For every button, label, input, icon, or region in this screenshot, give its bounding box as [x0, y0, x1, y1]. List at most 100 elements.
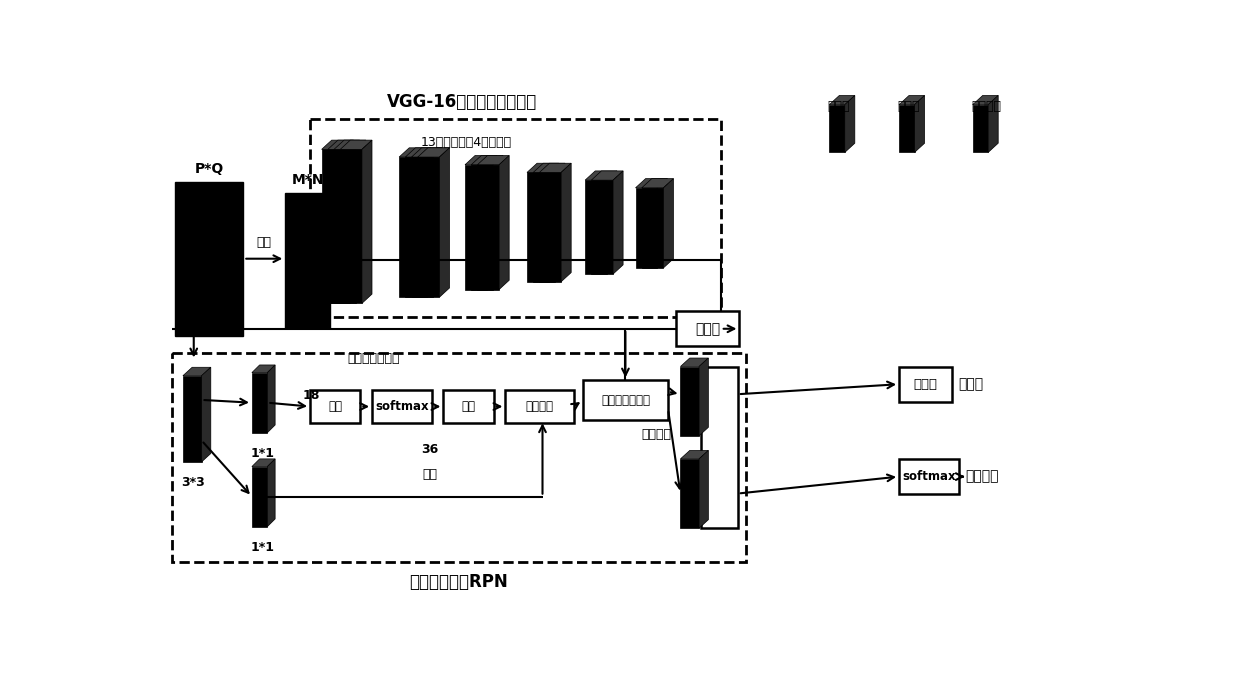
Bar [583, 380, 668, 420]
Polygon shape [412, 148, 444, 157]
Bar [372, 390, 433, 424]
Text: 判断是否是缺陷: 判断是否是缺陷 [347, 352, 399, 365]
Text: 1*1: 1*1 [250, 541, 274, 554]
Polygon shape [988, 95, 998, 152]
Polygon shape [252, 459, 275, 466]
Text: 池化层: 池化层 [898, 100, 920, 113]
Polygon shape [321, 150, 343, 303]
Bar [285, 193, 330, 328]
Polygon shape [642, 179, 673, 188]
Text: 变形: 变形 [257, 237, 272, 250]
Bar [444, 390, 494, 424]
Polygon shape [899, 105, 915, 152]
Polygon shape [477, 156, 510, 165]
Text: 区域建议: 区域建议 [526, 400, 553, 413]
Polygon shape [663, 179, 673, 268]
Polygon shape [560, 163, 572, 282]
Polygon shape [591, 171, 624, 180]
Polygon shape [699, 450, 708, 528]
Text: 类别概率: 类别概率 [966, 470, 999, 483]
Polygon shape [356, 140, 366, 303]
Polygon shape [844, 95, 854, 152]
Polygon shape [201, 367, 211, 462]
Text: 1*1: 1*1 [250, 447, 274, 460]
Polygon shape [184, 376, 201, 462]
Polygon shape [340, 150, 362, 303]
Text: 36: 36 [422, 443, 439, 456]
Polygon shape [585, 180, 606, 274]
Polygon shape [699, 358, 708, 436]
Text: 18: 18 [303, 389, 320, 403]
Polygon shape [533, 173, 556, 282]
Polygon shape [327, 150, 350, 303]
Polygon shape [486, 156, 497, 290]
Polygon shape [471, 156, 503, 165]
Polygon shape [418, 148, 449, 157]
Polygon shape [539, 173, 560, 282]
Polygon shape [556, 163, 565, 282]
Polygon shape [268, 365, 275, 432]
Polygon shape [418, 157, 439, 297]
Bar [310, 390, 361, 424]
Text: 区域建议网络RPN: 区域建议网络RPN [409, 573, 508, 591]
Polygon shape [471, 165, 494, 290]
Polygon shape [681, 367, 699, 436]
Polygon shape [591, 180, 613, 274]
Text: 预测框: 预测框 [914, 377, 937, 391]
Polygon shape [334, 150, 356, 303]
Text: 3*3: 3*3 [181, 476, 205, 489]
Bar [676, 311, 739, 347]
Bar [506, 390, 573, 424]
Bar [899, 459, 960, 494]
Polygon shape [635, 179, 667, 188]
Polygon shape [498, 156, 510, 290]
Polygon shape [427, 148, 438, 297]
Text: 变形: 变形 [329, 400, 342, 413]
Text: 卷积层: 卷积层 [828, 100, 851, 113]
Polygon shape [252, 365, 275, 373]
Text: 13个卷积层，4个池化层: 13个卷积层，4个池化层 [420, 135, 512, 148]
Polygon shape [606, 171, 618, 274]
Polygon shape [899, 95, 925, 105]
Polygon shape [465, 165, 486, 290]
Polygon shape [252, 373, 268, 432]
Polygon shape [494, 156, 503, 290]
Polygon shape [321, 140, 353, 150]
Bar [701, 367, 738, 528]
Polygon shape [613, 171, 624, 274]
Text: 变形: 变形 [461, 400, 475, 413]
Text: 图片信息: 图片信息 [641, 428, 671, 441]
Polygon shape [681, 450, 708, 459]
Polygon shape [465, 156, 497, 165]
Polygon shape [527, 163, 559, 173]
Polygon shape [184, 367, 211, 376]
Polygon shape [433, 148, 444, 297]
Polygon shape [334, 140, 366, 150]
Polygon shape [972, 95, 998, 105]
Text: softmax: softmax [903, 470, 956, 483]
Polygon shape [412, 157, 433, 297]
Polygon shape [350, 140, 360, 303]
Text: M*N: M*N [291, 173, 324, 187]
Text: 回归: 回归 [423, 468, 438, 481]
Polygon shape [477, 165, 498, 290]
Bar [899, 367, 952, 402]
Text: 特征图: 特征图 [694, 322, 720, 336]
Polygon shape [327, 140, 360, 150]
Bar [175, 182, 243, 336]
Polygon shape [549, 163, 559, 282]
Polygon shape [681, 459, 699, 528]
Polygon shape [681, 358, 708, 367]
Text: softmax: softmax [376, 400, 429, 413]
Polygon shape [527, 173, 549, 282]
Polygon shape [252, 466, 268, 527]
Text: 预测框: 预测框 [957, 377, 983, 391]
Polygon shape [405, 157, 427, 297]
Text: 全连接层: 全连接层 [971, 100, 1001, 113]
Text: P*Q: P*Q [195, 162, 224, 175]
Polygon shape [399, 148, 432, 157]
Polygon shape [657, 179, 667, 268]
Polygon shape [343, 140, 353, 303]
Polygon shape [635, 188, 657, 268]
Polygon shape [405, 148, 438, 157]
